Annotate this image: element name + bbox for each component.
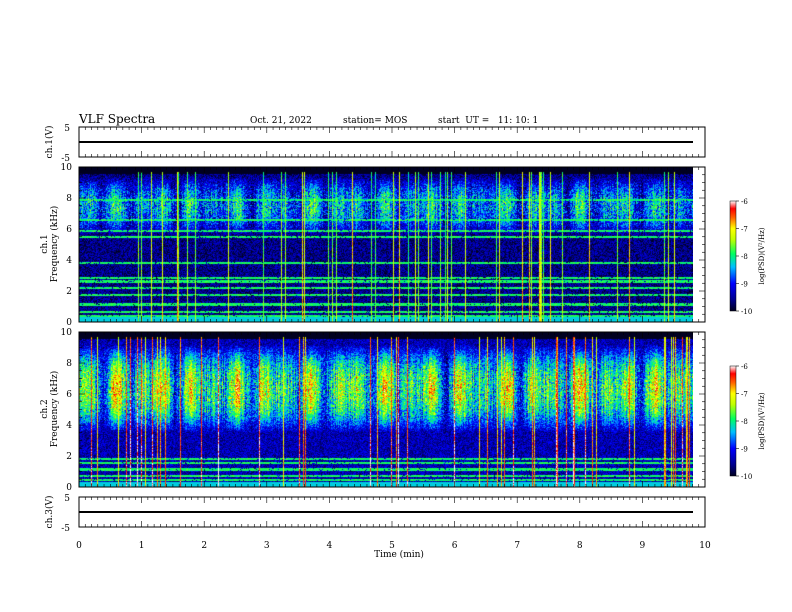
- time-tick-label: 0: [76, 541, 82, 551]
- ch2-colorbar-ticks: -6 -7 -8 -9 -10: [736, 363, 752, 481]
- ch2-freq-tick-labels: 0 2 4 6 8 10: [61, 328, 73, 493]
- freq-tick-label: 6: [66, 390, 72, 400]
- colorbar-tick-label: -9: [741, 281, 748, 289]
- time-tick-label: 9: [640, 541, 646, 551]
- start-time-label: start UT = 11: 10: 1: [438, 116, 538, 126]
- ch1-ytick-bottom: -5: [61, 154, 70, 164]
- ch1-waveform-panel: 5 -5 ch.1(V): [44, 124, 706, 164]
- ch3-waveform-ylabel: ch.3(V): [44, 496, 55, 529]
- freq-tick-label: 10: [61, 328, 73, 338]
- date-label: Oct. 21, 2022: [250, 116, 312, 126]
- time-tick-label: 3: [264, 541, 270, 551]
- ch3-ytick-bottom: -5: [61, 524, 70, 534]
- ch3-ytick-top: 5: [64, 494, 70, 504]
- time-tick-label: 10: [699, 541, 711, 551]
- ch2-spectrogram-image: [79, 332, 693, 487]
- colorbar-tick-label: -6: [741, 198, 748, 206]
- ch2-channel-label: ch.2: [40, 399, 50, 418]
- time-axis-label: Time (min): [374, 549, 424, 560]
- freq-tick-label: 0: [66, 483, 72, 493]
- colorbar-tick-label: -8: [741, 253, 748, 261]
- ch3-waveform-ticks: [78, 497, 706, 527]
- ch1-waveform-ylabel: ch.1(V): [44, 126, 55, 159]
- colorbar-tick-label: -10: [741, 473, 752, 481]
- colorbar-tick-label: -10: [741, 308, 752, 316]
- time-tick-label: 4: [327, 541, 333, 551]
- ch2-colorbar: [729, 365, 737, 477]
- time-tick-label: 8: [577, 541, 583, 551]
- colorbar-tick-label: -7: [741, 226, 748, 234]
- freq-tick-label: 4: [66, 421, 72, 431]
- freq-tick-label: 8: [66, 194, 72, 204]
- ch1-ytick-top: 5: [64, 124, 70, 134]
- ch1-colorbar-ticks: -6 -7 -8 -9 -10: [736, 198, 752, 316]
- colorbar-tick-label: -7: [741, 391, 748, 399]
- time-tick-label: 5: [389, 541, 395, 551]
- ch1-spectrogram-ticks: [78, 166, 706, 323]
- colorbar-tick-label: -6: [741, 363, 748, 371]
- freq-tick-label: 0: [66, 318, 72, 328]
- ch1-waveform-ticks: [78, 127, 706, 157]
- ch1-colorbar-label: log(PSD)(V²/Hz): [758, 227, 766, 284]
- colorbar-tick-label: -8: [741, 418, 748, 426]
- ch2-spectrogram-panel: 0 2 4 6 8 10 ch.2 Frequency (kHz) -6 -7 -8 -9 -10…: [40, 328, 766, 493]
- ch1-colorbar: [729, 200, 737, 312]
- ch1-spectrogram-panel: 0 2 4 6 8 10 ch.1 Frequency (kHz) -6 -7 -8 -9 -10…: [40, 163, 766, 328]
- ch1-channel-label: ch.1: [40, 234, 50, 253]
- time-tick-label: 1: [139, 541, 145, 551]
- ch3-waveform-panel: 5 -5 ch.3(V): [44, 494, 706, 534]
- time-tick-label: 7: [514, 541, 520, 551]
- figure-title: VLF Spectra: [78, 112, 155, 126]
- freq-tick-label: 6: [66, 225, 72, 235]
- ch2-colorbar-label: log(PSD)(V²/Hz): [758, 392, 766, 449]
- freq-tick-label: 4: [66, 256, 72, 266]
- time-axis-tick-labels: 0 1 2 3 4 5 6 7 8 9 10: [76, 541, 711, 551]
- ch1-frequency-label: Frequency (kHz): [49, 206, 60, 283]
- ch2-spectrogram-ticks: [78, 331, 706, 488]
- freq-tick-label: 10: [61, 163, 73, 173]
- ch1-freq-tick-labels: 0 2 4 6 8 10: [61, 163, 73, 328]
- station-label: station= MOS: [343, 116, 407, 126]
- freq-tick-label: 8: [66, 359, 72, 369]
- ch2-frequency-label: Frequency (kHz): [49, 371, 60, 448]
- freq-tick-label: 2: [66, 452, 72, 462]
- time-tick-label: 6: [452, 541, 458, 551]
- freq-tick-label: 2: [66, 287, 72, 297]
- time-tick-label: 2: [201, 541, 207, 551]
- colorbar-tick-label: -9: [741, 446, 748, 454]
- ch1-spectrogram-image: [79, 167, 693, 322]
